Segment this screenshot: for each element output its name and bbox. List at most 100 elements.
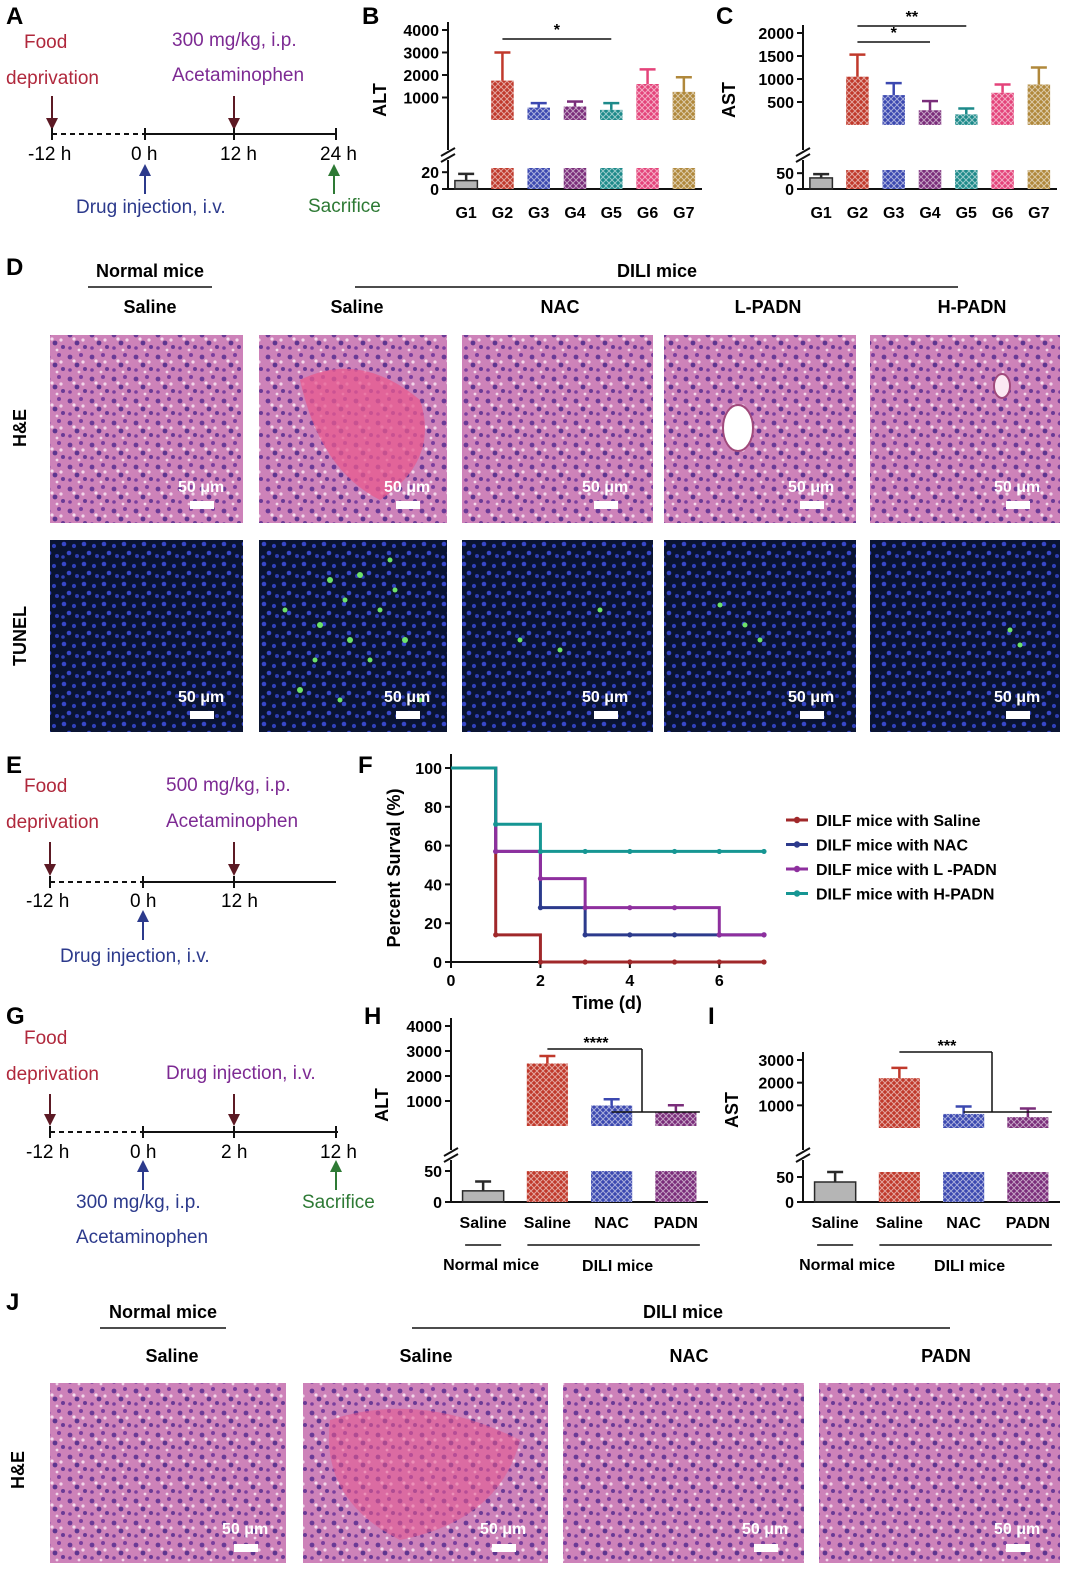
y-axis-label: AST xyxy=(719,82,739,118)
y-tick-label: 80 xyxy=(424,800,442,817)
bar-hatch xyxy=(1007,1172,1049,1202)
panel-label-e: E xyxy=(6,752,22,779)
y-axis-label: ALT xyxy=(370,83,390,117)
y-tick-label: 0 xyxy=(433,1195,442,1212)
scale-bar-label: 50 μm xyxy=(178,479,224,496)
timeline-a-drug-label: Drug injection, i.v. xyxy=(76,197,226,218)
panel-label-a: A xyxy=(6,3,23,30)
x-tick-label: 4 xyxy=(625,973,634,990)
timeline-e-drug-label: Drug injection, i.v. xyxy=(60,946,210,967)
timeline-e-t2: 0 h xyxy=(130,891,156,912)
timeline-e-t3: 12 h xyxy=(221,891,258,912)
bar-hatch xyxy=(918,170,942,189)
y-tick-label: 50 xyxy=(776,1170,794,1187)
bar xyxy=(813,1181,857,1203)
censor-point xyxy=(582,932,588,938)
scale-bar-label: 50 μm xyxy=(994,479,1040,496)
y-tick-label: 3000 xyxy=(758,1053,794,1070)
y-tick-label: 20 xyxy=(421,165,439,182)
y-tick-label: 60 xyxy=(424,839,442,856)
timeline-a-apap-2: Acetaminophen xyxy=(172,65,304,86)
censor-point xyxy=(761,959,767,965)
bar-hatch xyxy=(882,95,905,125)
scale-bar-label: 50 μm xyxy=(788,689,834,706)
scale-bar-label: 50 μm xyxy=(384,689,430,706)
bar-hatch xyxy=(526,1063,568,1126)
y-tick-label: 1500 xyxy=(758,49,794,66)
tunel-image-dili-nac xyxy=(462,540,653,732)
bar-hatch xyxy=(526,1171,568,1202)
scale-bar-label: 50 μm xyxy=(582,479,628,496)
x-tick-label: Saline xyxy=(524,1215,571,1232)
x-tick-label: PADN xyxy=(1006,1215,1050,1232)
y-tick-label: 1000 xyxy=(403,91,439,108)
x-tick-label: 2 xyxy=(536,973,545,990)
bar-hatch xyxy=(918,110,942,125)
significance-mark: * xyxy=(891,25,898,42)
bar-hatch xyxy=(491,168,514,189)
significance-mark: *** xyxy=(938,1038,957,1055)
censor-point xyxy=(493,932,499,938)
censor-point xyxy=(493,821,499,827)
group-label: Normal mice xyxy=(799,1257,895,1274)
censor-point xyxy=(537,905,544,911)
censor-point xyxy=(716,932,722,938)
bar-hatch xyxy=(591,1171,633,1202)
x-tick-label: G5 xyxy=(601,205,622,222)
y-tick-label: 40 xyxy=(424,877,442,894)
x-tick-label: Saline xyxy=(876,1215,923,1232)
j-he-image-normal-saline xyxy=(50,1383,286,1563)
bar-hatch xyxy=(1007,1117,1049,1128)
axis-break-mark xyxy=(443,1147,459,1163)
timeline-g-apap-2: Acetaminophen xyxy=(76,1227,208,1248)
censor-point xyxy=(761,932,767,938)
panel-j-normal-label: Normal mice xyxy=(109,1302,217,1322)
x-tick-label: G4 xyxy=(919,205,940,222)
scale-bar-label: 50 μm xyxy=(994,1521,1040,1538)
bar xyxy=(461,1190,505,1203)
bar-hatch xyxy=(600,109,623,120)
timeline-a-t3: 12 h xyxy=(220,144,257,165)
y-tick-label: 0 xyxy=(785,182,794,199)
panel-j-col-1: Saline xyxy=(145,1346,198,1366)
y-tick-label: 3000 xyxy=(403,46,439,63)
panel-d-row-he: H&E xyxy=(10,409,30,447)
bar-hatch xyxy=(1027,170,1051,189)
axis-break-mark xyxy=(440,147,456,163)
survival-line xyxy=(451,766,764,853)
bar-hatch xyxy=(563,168,587,189)
axis-break-mark xyxy=(795,147,811,163)
he-image-dili-nac xyxy=(462,335,653,523)
timeline-g-t4: 12 h xyxy=(320,1142,357,1163)
timeline-a-sac-label: Sacrifice xyxy=(308,196,381,217)
bar-hatch xyxy=(672,91,696,120)
y-tick-label: 100 xyxy=(415,761,442,778)
y-tick-label: 2000 xyxy=(758,1076,794,1093)
bar-hatch xyxy=(846,170,869,189)
panel-label-f: F xyxy=(358,752,373,779)
censor-point xyxy=(537,959,544,965)
scale-bar-label: 50 μm xyxy=(994,689,1040,706)
panel-j-headers: Normal mice DILI mice Saline Saline NAC … xyxy=(8,1302,971,1489)
y-axis-label: ALT xyxy=(372,1088,392,1122)
x-tick-label: 0 xyxy=(447,973,456,990)
bar-hatch xyxy=(527,168,550,189)
bar-hatch xyxy=(878,1078,920,1128)
timeline-g-drug-label: Drug injection, i.v. xyxy=(166,1063,316,1084)
y-tick-label: 4000 xyxy=(406,1019,442,1036)
legend-marker xyxy=(793,865,801,873)
panel-d-normal-label: Normal mice xyxy=(96,261,204,281)
scale-bar-label: 50 μm xyxy=(178,689,224,706)
panel-d-scale-bars: 50 μm 50 μm 50 μm 50 μm 50 μm 50 μm 50 μ… xyxy=(178,479,1040,719)
panel-d-col-3: NAC xyxy=(541,297,580,317)
x-tick-label: Saline xyxy=(460,1215,507,1232)
y-axis-label: AST xyxy=(722,1092,742,1128)
legend-marker xyxy=(793,816,801,824)
bar xyxy=(454,179,479,190)
bar-hatch xyxy=(591,1105,633,1126)
y-tick-label: 0 xyxy=(433,955,442,972)
bar xyxy=(809,177,834,190)
he-image-normal-saline xyxy=(50,335,243,523)
timeline-e: Food deprivation 500 mg/kg, i.p. Acetami… xyxy=(6,775,336,967)
timeline-e-apap-1: 500 mg/kg, i.p. xyxy=(166,775,291,796)
